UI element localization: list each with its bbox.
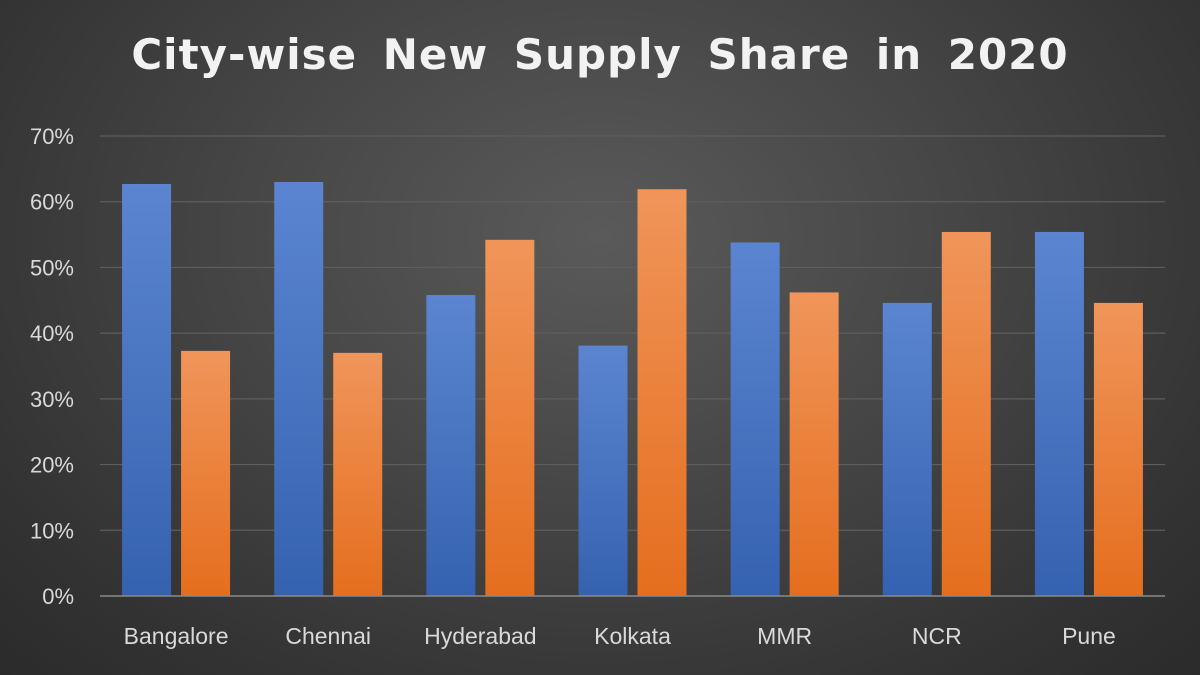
bar-pune-series-1 bbox=[1034, 231, 1084, 596]
x-category-label: Hyderabad bbox=[424, 623, 537, 649]
bar-kolkata-series-2 bbox=[637, 189, 687, 596]
y-tick-label: 20% bbox=[30, 453, 74, 478]
x-category-label: Pune bbox=[1062, 623, 1116, 649]
x-category-label: Bangalore bbox=[124, 623, 229, 649]
bar-kolkata-series-1 bbox=[578, 345, 628, 596]
chart-title: City-wise New Supply Share in 2020 bbox=[131, 30, 1069, 79]
bar-chennai-series-1 bbox=[274, 182, 324, 596]
y-tick-label: 70% bbox=[30, 124, 74, 149]
bar-pune-series-2 bbox=[1093, 302, 1143, 596]
x-category-label: NCR bbox=[912, 623, 962, 649]
y-tick-label: 60% bbox=[30, 190, 74, 215]
x-axis-category-labels: Bangalore Chennai Hyderabad Kolkata MMR NCR Pu… bbox=[124, 623, 1116, 649]
bar-ncr-series-1 bbox=[882, 302, 932, 596]
y-tick-label: 10% bbox=[30, 518, 74, 543]
x-category-label: MMR bbox=[757, 623, 812, 649]
bar-bangalore-series-1 bbox=[122, 183, 172, 596]
bar-hyderabad-series-1 bbox=[426, 295, 476, 596]
y-tick-label: 0% bbox=[42, 584, 74, 609]
x-category-label: Kolkata bbox=[594, 623, 671, 649]
bar-hyderabad-series-2 bbox=[485, 239, 535, 597]
bar-chennai-series-2 bbox=[333, 352, 383, 596]
x-category-label: Chennai bbox=[285, 623, 371, 649]
bar-mmr-series-2 bbox=[789, 292, 839, 596]
bar-mmr-series-1 bbox=[730, 242, 780, 596]
y-tick-label: 50% bbox=[30, 255, 74, 280]
bar-ncr-series-2 bbox=[941, 231, 991, 596]
bars bbox=[122, 182, 1143, 597]
y-tick-label: 30% bbox=[30, 387, 74, 412]
gridlines bbox=[100, 135, 1165, 531]
y-tick-label: 40% bbox=[30, 321, 74, 346]
bar-bangalore-series-2 bbox=[181, 350, 231, 596]
y-axis-tick-labels: 0% 10% 20% 30% 40% 50% 60% 70% bbox=[30, 124, 74, 609]
